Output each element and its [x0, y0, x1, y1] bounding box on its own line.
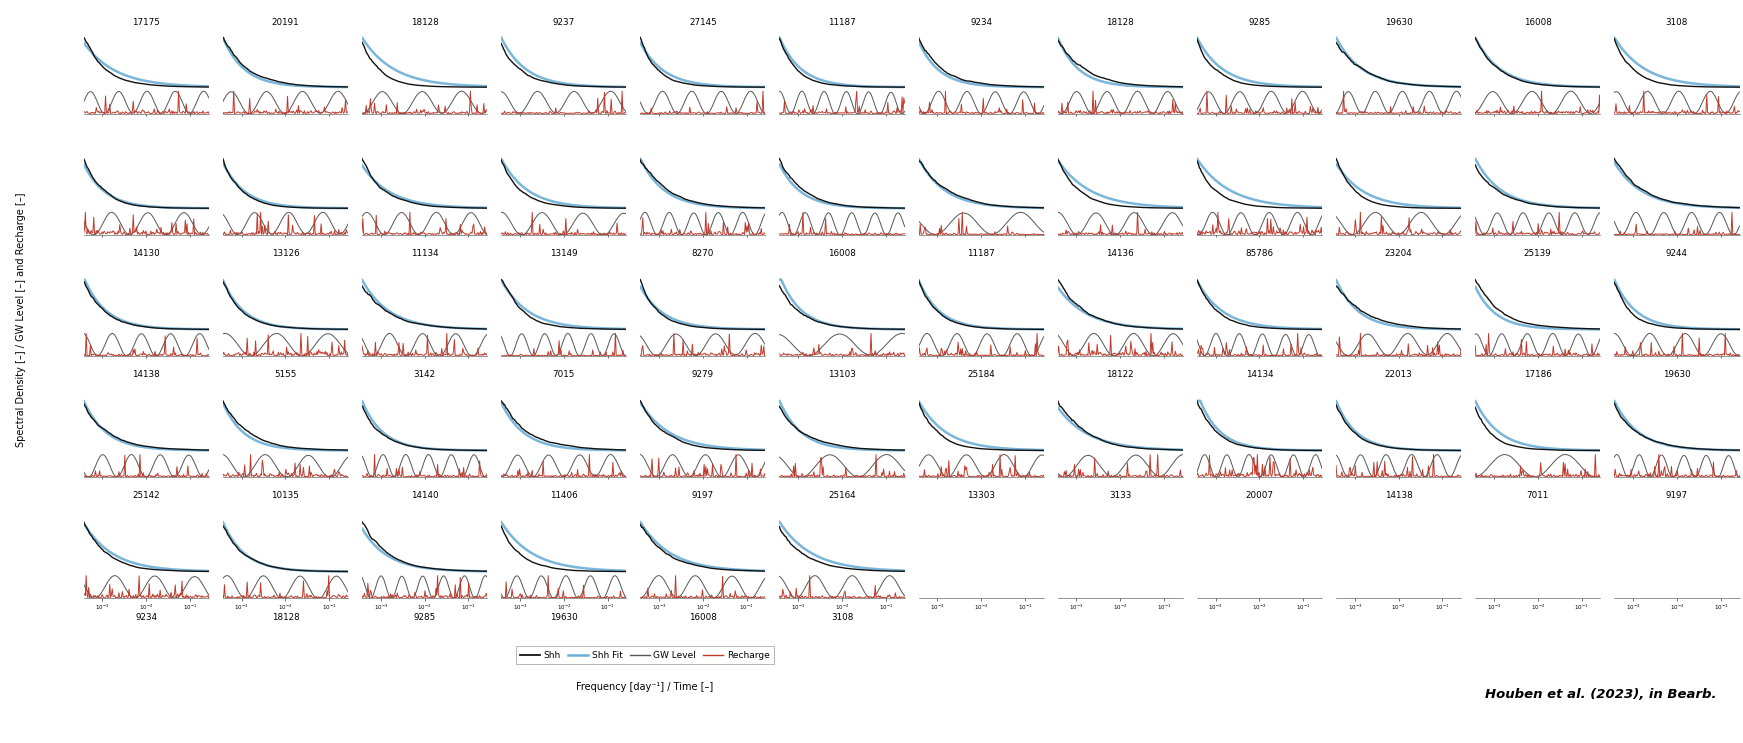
Text: 22013: 22013 — [1384, 370, 1412, 380]
Text: 16008: 16008 — [828, 249, 856, 259]
Text: 10135: 10135 — [272, 491, 300, 501]
Text: 14140: 14140 — [411, 491, 439, 501]
Text: 18128: 18128 — [411, 18, 439, 27]
Text: 19630: 19630 — [549, 612, 577, 622]
Text: Frequency [day⁻¹] / Time [–]: Frequency [day⁻¹] / Time [–] — [577, 682, 713, 692]
Text: 9285: 9285 — [1248, 18, 1271, 27]
Text: 9285: 9285 — [413, 612, 436, 622]
Text: 7015: 7015 — [553, 370, 575, 380]
Text: 17186: 17186 — [1523, 370, 1551, 380]
Text: 27145: 27145 — [688, 18, 716, 27]
Text: 11187: 11187 — [828, 18, 856, 27]
Text: 3142: 3142 — [413, 370, 436, 380]
Text: 14136: 14136 — [1107, 249, 1135, 259]
Text: 17175: 17175 — [132, 18, 160, 27]
Text: 16008: 16008 — [688, 612, 716, 622]
Text: 16008: 16008 — [1523, 18, 1551, 27]
Text: 11406: 11406 — [549, 491, 577, 501]
Text: 18122: 18122 — [1107, 370, 1135, 380]
Text: 25139: 25139 — [1523, 249, 1551, 259]
Text: 14138: 14138 — [1384, 491, 1412, 501]
Text: 14138: 14138 — [132, 370, 160, 380]
Text: Spectral Density [–] / GW Level [–] and Recharge [–]: Spectral Density [–] / GW Level [–] and … — [16, 192, 26, 447]
Text: 8270: 8270 — [692, 249, 715, 259]
Text: 9197: 9197 — [1666, 491, 1687, 501]
Text: 13126: 13126 — [272, 249, 300, 259]
Text: 9234: 9234 — [136, 612, 157, 622]
Text: 25184: 25184 — [967, 370, 995, 380]
Text: 19630: 19630 — [1663, 370, 1691, 380]
Text: 19630: 19630 — [1384, 18, 1412, 27]
Text: 18128: 18128 — [272, 612, 300, 622]
Text: 20191: 20191 — [272, 18, 300, 27]
Text: Houben et al. (2023), in Bearb.: Houben et al. (2023), in Bearb. — [1485, 688, 1717, 701]
Text: 14130: 14130 — [132, 249, 160, 259]
Text: 18128: 18128 — [1107, 18, 1135, 27]
Text: 9234: 9234 — [971, 18, 992, 27]
Text: 3108: 3108 — [831, 612, 854, 622]
Text: 3108: 3108 — [1666, 18, 1689, 27]
Text: 20007: 20007 — [1246, 491, 1274, 501]
Text: 7011: 7011 — [1527, 491, 1550, 501]
Text: 13103: 13103 — [828, 370, 856, 380]
Text: 13303: 13303 — [967, 491, 995, 501]
Text: 9237: 9237 — [553, 18, 575, 27]
Text: 11134: 11134 — [411, 249, 439, 259]
Text: 11187: 11187 — [967, 249, 995, 259]
Text: 13149: 13149 — [549, 249, 577, 259]
Text: 14134: 14134 — [1246, 370, 1274, 380]
Legend: Shh, Shh Fit, GW Level, Recharge: Shh, Shh Fit, GW Level, Recharge — [516, 646, 774, 664]
Text: 5155: 5155 — [274, 370, 296, 380]
Text: 25164: 25164 — [828, 491, 856, 501]
Text: 9279: 9279 — [692, 370, 715, 380]
Text: 9244: 9244 — [1666, 249, 1687, 259]
Text: 25142: 25142 — [132, 491, 160, 501]
Text: 9197: 9197 — [692, 491, 715, 501]
Text: 3133: 3133 — [1109, 491, 1131, 501]
Text: 23204: 23204 — [1384, 249, 1412, 259]
Text: 85786: 85786 — [1246, 249, 1274, 259]
